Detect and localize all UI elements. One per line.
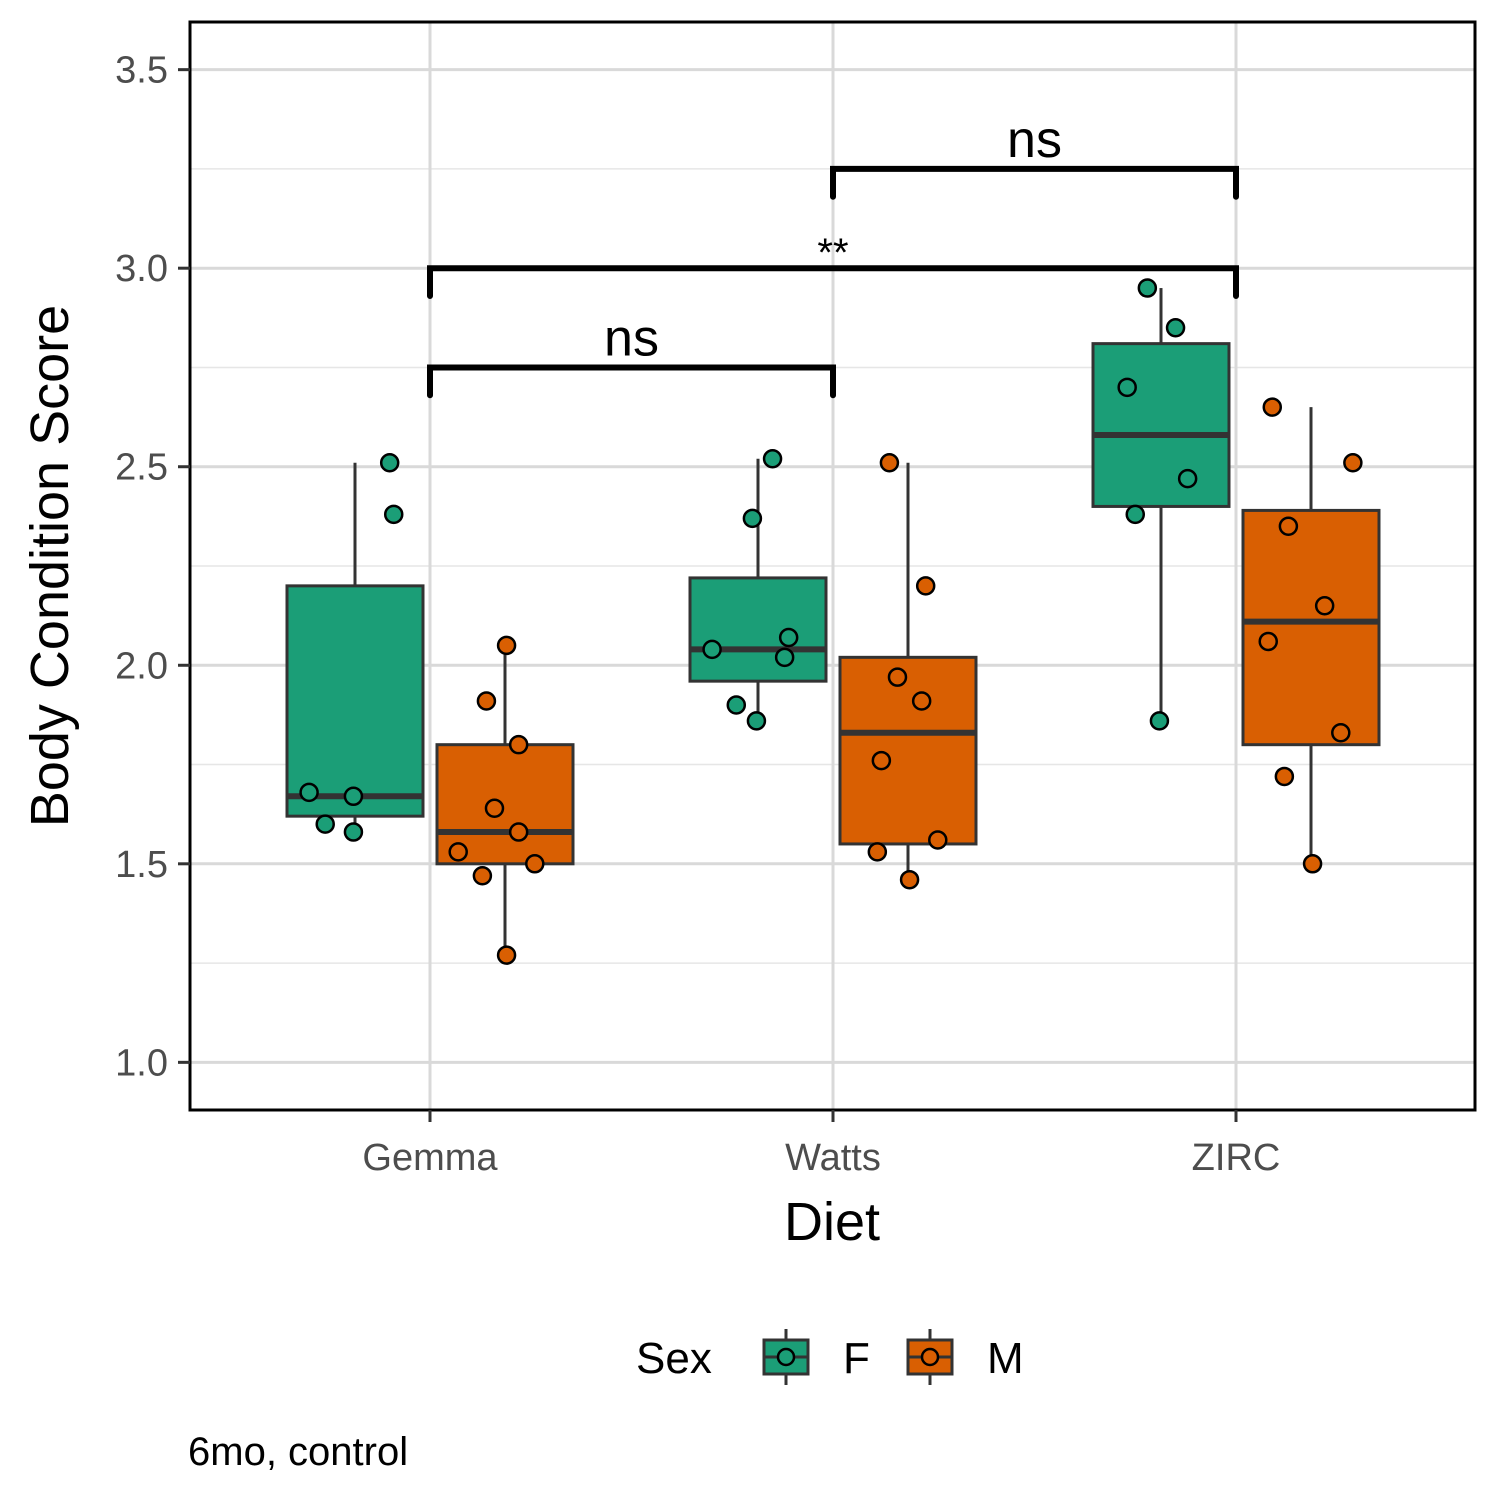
data-point-m [1343, 453, 1363, 473]
data-point-f [1165, 318, 1186, 338]
data-point-m [472, 865, 493, 886]
point-layer [299, 278, 1363, 965]
data-point-m [1314, 595, 1335, 616]
data-point-f [1177, 468, 1198, 489]
box-iqr [285, 584, 425, 818]
data-point-f [315, 814, 335, 834]
legend-keys [762, 1329, 954, 1385]
data-point-m [496, 635, 517, 656]
bracket-line [427, 364, 836, 399]
y-tick-label: 2.5 [115, 447, 168, 489]
data-point-m [525, 854, 545, 874]
y-axis: 1.0 1.5 2.0 2.5 3.0 3.5 [115, 50, 190, 1084]
data-point-f [343, 786, 364, 807]
data-point-f [379, 453, 400, 473]
x-tick-label: Gemma [362, 1137, 498, 1179]
data-point-f [778, 627, 799, 648]
y-tick-label: 1.5 [115, 844, 168, 886]
data-point-m [496, 945, 517, 965]
legend-title: Sex [636, 1334, 712, 1383]
box-iqr [838, 655, 978, 846]
legend-key-point [920, 1347, 940, 1367]
legend-key-m [906, 1329, 954, 1385]
data-point-f [702, 639, 722, 660]
data-point-m [484, 798, 505, 818]
data-point-m [928, 830, 948, 850]
x-axis-title: Diet [784, 1192, 880, 1252]
data-point-m [899, 869, 920, 890]
significance-layer: ns ** ns [427, 111, 1239, 399]
data-point-m [508, 734, 529, 755]
legend-label-f: F [843, 1334, 870, 1383]
data-point-f [1137, 278, 1158, 298]
data-point-f [299, 782, 319, 803]
significance-bracket: ns [427, 309, 836, 399]
data-point-f [726, 695, 747, 715]
box-f-gemma [285, 462, 425, 833]
x-tick-label: ZIRC [1192, 1137, 1281, 1179]
x-tick-label: Watts [785, 1137, 881, 1179]
box-m-zirc [1241, 407, 1381, 864]
data-point-f [1117, 377, 1137, 398]
legend-key-f [762, 1329, 810, 1385]
y-axis-title: Body Condition Score [20, 305, 80, 827]
data-point-m [879, 453, 900, 473]
plot-caption: 6mo, control [188, 1430, 408, 1474]
data-point-m [448, 842, 468, 862]
data-point-m [1262, 397, 1283, 417]
bracket-line [427, 265, 1239, 299]
legend-label-m: M [987, 1334, 1024, 1383]
data-point-m [1331, 723, 1351, 743]
box-iqr [1241, 508, 1381, 747]
data-point-m [476, 691, 497, 711]
legend-key-point [776, 1347, 796, 1367]
y-tick-label: 1.0 [115, 1042, 168, 1084]
box-iqr [688, 576, 828, 683]
data-point-m [911, 691, 932, 711]
significance-bracket: ** [427, 231, 1239, 299]
data-point-f [742, 508, 763, 529]
data-point-f [1149, 711, 1170, 731]
box-f-zirc [1091, 288, 1231, 721]
y-tick-label: 2.0 [115, 645, 168, 687]
box-layer [285, 288, 1381, 956]
x-axis: Gemma Watts ZIRC [362, 1110, 1280, 1179]
data-point-m [508, 822, 529, 842]
data-point-f [343, 822, 364, 842]
data-point-m [867, 842, 888, 862]
data-point-m [915, 576, 936, 596]
data-point-m [1274, 766, 1295, 787]
box-m-watts [838, 462, 978, 880]
legend: Sex F M [636, 1329, 1024, 1385]
bracket-line [830, 165, 1239, 200]
data-point-f [762, 449, 783, 469]
data-point-f [774, 647, 795, 668]
data-point-m [871, 750, 892, 771]
data-point-f [1125, 504, 1145, 525]
data-point-m [1278, 516, 1299, 537]
data-point-m [1302, 854, 1323, 874]
bracket-label: ns [1007, 111, 1062, 169]
bracket-label: ns [604, 309, 659, 367]
box-m-gemma [435, 645, 575, 956]
y-tick-label: 3.5 [115, 50, 168, 92]
data-point-f [746, 711, 767, 731]
box-f-watts [688, 458, 828, 721]
bracket-label: ** [817, 231, 848, 275]
data-point-m [1258, 631, 1278, 652]
significance-bracket: ns [830, 111, 1239, 200]
y-tick-label: 3.0 [115, 248, 168, 290]
data-point-m [887, 667, 908, 687]
data-point-f [383, 504, 404, 525]
box-iqr [1091, 342, 1231, 508]
